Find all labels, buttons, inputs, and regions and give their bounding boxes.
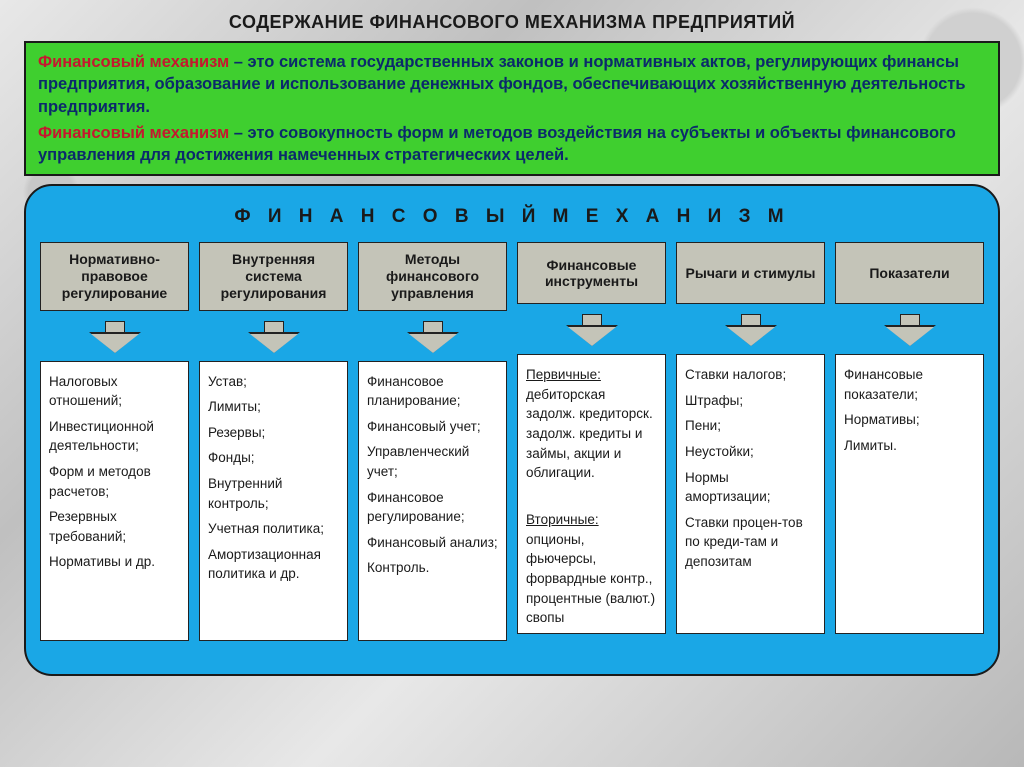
column-head: Рычаги и стимулы <box>676 242 825 304</box>
column-body: Ставки налогов;Штрафы;Пени;Неустойки;Нор… <box>676 354 825 634</box>
down-arrow-icon <box>358 321 507 353</box>
column-2: Методы финансового управления Финансовое … <box>358 242 507 640</box>
column-body: Финансовые показатели;Нормативы;Лимиты. <box>835 354 984 634</box>
down-arrow-icon <box>517 314 666 346</box>
column-4: Рычаги и стимулы Ставки налогов;Штрафы;Пе… <box>676 242 825 640</box>
column-head: Показатели <box>835 242 984 304</box>
column-body: Первичные: дебиторская задолж. кредиторс… <box>517 354 666 634</box>
down-arrow-icon <box>199 321 348 353</box>
column-body: Налоговых отношений;Инвестиционной деяте… <box>40 361 189 641</box>
mechanism-title: Ф И Н А Н С О В Ы Й М Е Х А Н И З М <box>40 206 984 228</box>
column-3: Финансовые инструменты Первичные: дебитор… <box>517 242 666 640</box>
down-arrow-icon <box>40 321 189 353</box>
down-arrow-icon <box>835 314 984 346</box>
down-arrow-icon <box>676 314 825 346</box>
column-head: Методы финансового управления <box>358 242 507 310</box>
column-head: Нормативно-правовое регулирование <box>40 242 189 310</box>
columns-row: Нормативно-правовое регулирование Налогов… <box>40 242 984 640</box>
column-5: Показатели Финансовые показатели;Норматив… <box>835 242 984 640</box>
column-0: Нормативно-правовое регулирование Налогов… <box>40 242 189 640</box>
mechanism-panel: Ф И Н А Н С О В Ы Й М Е Х А Н И З М Норм… <box>24 184 1000 676</box>
definition-term-1: Финансовый механизм <box>38 53 229 71</box>
definition-box: Финансовый механизм – это система госуда… <box>24 41 1000 176</box>
column-body: Устав;Лимиты;Резервы;Фонды;Внутренний ко… <box>199 361 348 641</box>
column-head: Финансовые инструменты <box>517 242 666 304</box>
definition-1: Финансовый механизм – это система госуда… <box>38 51 986 118</box>
page-title: СОДЕРЖАНИЕ ФИНАНСОВОГО МЕХАНИЗМА ПРЕДПРИ… <box>0 0 1024 41</box>
definition-term-2: Финансовый механизм <box>38 124 229 142</box>
column-head: Внутренняя система регулирования <box>199 242 348 310</box>
column-1: Внутренняя система регулирования Устав;Ли… <box>199 242 348 640</box>
column-body: Финансовое планирование;Финансовый учет;… <box>358 361 507 641</box>
definition-2: Финансовый механизм – это совокупность ф… <box>38 122 986 167</box>
